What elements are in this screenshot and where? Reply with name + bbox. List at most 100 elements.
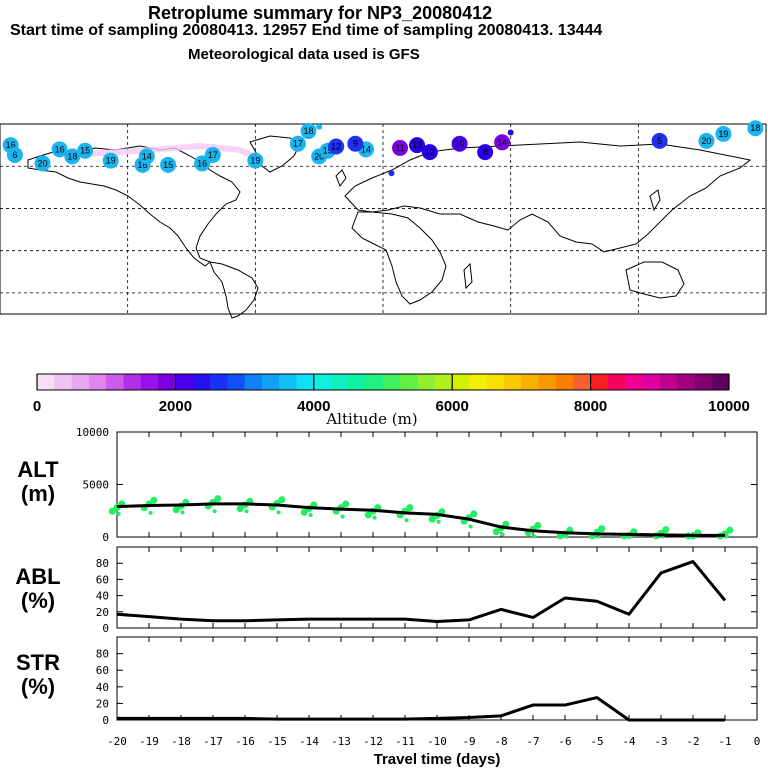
sampling-times: Start time of sampling 20080413. 12957 E…: [10, 22, 603, 39]
map-point-label: 5: [657, 136, 662, 146]
alt-scatter-point: [212, 509, 217, 514]
x-tick-label: -6: [558, 735, 571, 748]
colorbar-swatch: [365, 374, 384, 390]
map-point-label: 19: [106, 156, 116, 166]
map-point: [300, 123, 317, 140]
map-point: [289, 135, 306, 152]
coast-south-america: [209, 261, 259, 319]
alt-scatter-point: [596, 534, 601, 539]
x-tick-label: -14: [299, 735, 319, 748]
colorbar-swatch: [417, 374, 436, 390]
colorbar-swatch: [659, 374, 678, 390]
alt-scatter-point: [278, 496, 286, 504]
x-tick-label: -13: [331, 735, 351, 748]
x-tick-label: -8: [494, 735, 507, 748]
colorbar-tick-label: 0: [33, 398, 41, 415]
x-tick-label: -4: [622, 735, 636, 748]
alt-scatter-point: [470, 510, 478, 518]
y-tick-label: 10000: [76, 426, 109, 439]
alt-scatter-point: [172, 506, 180, 514]
colorbar-swatch: [556, 374, 574, 390]
coast-australia: [625, 261, 685, 299]
map-point: [64, 148, 81, 165]
y-tick-label: 0: [102, 714, 109, 727]
coast-europe-asia: [344, 141, 752, 253]
map-point-label: 9: [353, 139, 358, 149]
y-tick-label: 80: [96, 557, 109, 570]
colorbar-swatch: [383, 374, 401, 390]
alt-scatter-point: [276, 510, 281, 515]
colorbar-swatch: [711, 374, 730, 390]
colorbar-swatch: [607, 374, 626, 390]
map-point: [409, 137, 426, 154]
panel-label: STR: [16, 650, 60, 675]
map-point: [507, 129, 514, 136]
alt-scatter-point: [364, 511, 372, 519]
colorbar-swatch: [175, 374, 194, 390]
alt-scatter-point: [492, 528, 500, 536]
alt-scatter-point: [244, 509, 249, 514]
alt-scatter-point: [436, 519, 441, 524]
x-tick-label: -1: [718, 735, 731, 748]
alt-scatter-point: [598, 525, 606, 533]
map-point-label: 12: [425, 147, 435, 157]
map-point: [698, 132, 715, 149]
map-point-label: 12: [331, 142, 341, 152]
panel-label: ABL: [15, 564, 60, 589]
panel-unit: (%): [21, 588, 55, 613]
colorbar-tick-label: 10000: [708, 398, 750, 415]
map-point: [747, 120, 764, 137]
series-line-abl: [116, 560, 727, 624]
alt-scatter-point: [372, 515, 377, 520]
map-point: [494, 134, 511, 151]
x-tick-label: -17: [203, 735, 223, 748]
alt-scatter-point: [150, 496, 158, 504]
map-point: [421, 144, 438, 161]
panel-frame: [116, 636, 758, 721]
x-tick-label: -18: [171, 735, 191, 748]
colorbar-swatch: [452, 374, 470, 390]
map-point: [247, 152, 264, 169]
y-tick-label: 20: [96, 606, 109, 619]
map-point: [328, 138, 345, 155]
colorbar-swatch: [37, 374, 55, 390]
map-point-label: 10: [455, 139, 465, 149]
x-tick-label: -12: [363, 735, 383, 748]
y-tick-label: 0: [102, 622, 109, 635]
y-tick-label: 5000: [83, 479, 110, 492]
map-point-label: 15: [323, 146, 333, 156]
colorbar-swatch: [296, 374, 315, 390]
alt-scatter-point: [534, 521, 542, 529]
alt-scatter-point: [724, 534, 729, 539]
retroplume-track: [84, 142, 264, 163]
colorbar-swatch: [625, 374, 643, 390]
colorbar-swatch: [123, 374, 142, 390]
x-tick-label: -15: [267, 735, 287, 748]
colorbar-swatch: [521, 374, 540, 390]
colorbar-swatch: [677, 374, 695, 390]
colorbar-swatch: [88, 374, 107, 390]
map-point-label: 14: [361, 144, 371, 154]
colorbar-swatch: [244, 374, 263, 390]
y-tick-label: 80: [96, 648, 109, 661]
map-point-label: 15: [80, 146, 90, 156]
y-tick-label: 0: [102, 531, 109, 544]
map-point: [451, 135, 468, 152]
alt-scatter-point: [500, 532, 505, 537]
x-tick-label: -10: [427, 735, 447, 748]
x-tick-label: -16: [235, 735, 255, 748]
colorbar-swatch: [210, 374, 228, 390]
colorbar-swatch: [331, 374, 349, 390]
alt-scatter-point: [532, 534, 537, 539]
map-point: [347, 135, 364, 152]
panel-label: ALT: [17, 457, 59, 482]
colorbar-tick-label: 2000: [159, 398, 192, 415]
x-tick-label: -5: [590, 735, 603, 748]
panel-unit: (m): [21, 481, 55, 506]
colorbar-swatch: [279, 374, 297, 390]
map-point: [77, 142, 94, 159]
x-tick-label: -2: [686, 735, 699, 748]
map-point: [160, 156, 177, 173]
